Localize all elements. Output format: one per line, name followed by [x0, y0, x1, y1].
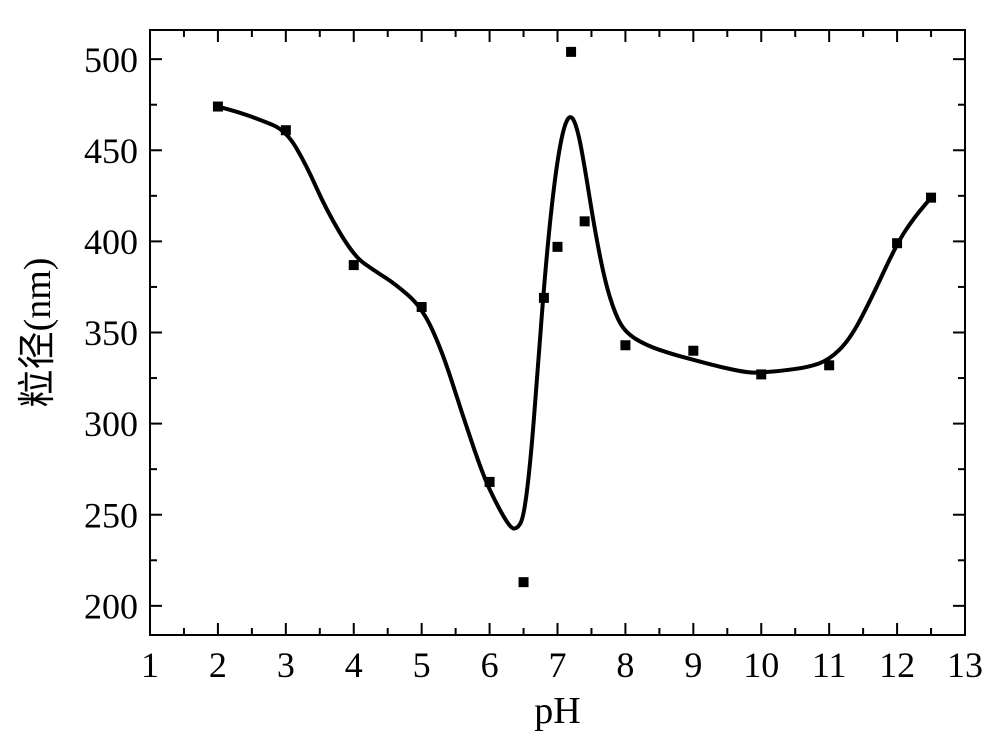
data-point	[566, 47, 576, 57]
data-point	[580, 216, 590, 226]
x-tick-label: 3	[277, 645, 295, 685]
x-tick-label: 13	[947, 645, 983, 685]
chart-container: 12345678910111213200250300350400450500pH…	[0, 0, 1000, 738]
y-tick-label: 450	[84, 131, 138, 171]
data-point	[824, 360, 834, 370]
y-tick-label: 400	[84, 222, 138, 262]
data-point	[539, 293, 549, 303]
x-tick-label: 11	[812, 645, 847, 685]
x-tick-label: 7	[549, 645, 567, 685]
data-point	[553, 242, 563, 252]
data-point	[281, 125, 291, 135]
data-point	[620, 340, 630, 350]
x-tick-label: 9	[684, 645, 702, 685]
data-point	[519, 577, 529, 587]
data-point	[349, 260, 359, 270]
y-tick-label: 300	[84, 404, 138, 444]
data-point	[688, 346, 698, 356]
y-tick-label: 250	[84, 495, 138, 535]
x-axis-label: pH	[534, 690, 580, 732]
y-tick-label: 350	[84, 313, 138, 353]
fitted-curve	[218, 107, 931, 529]
x-tick-label: 1	[141, 645, 159, 685]
y-tick-label: 500	[84, 40, 138, 80]
data-point	[756, 369, 766, 379]
data-point	[417, 302, 427, 312]
plot-border	[150, 30, 965, 635]
y-tick-label: 200	[84, 586, 138, 626]
x-tick-label: 8	[616, 645, 634, 685]
x-tick-label: 5	[413, 645, 431, 685]
x-tick-label: 4	[345, 645, 363, 685]
x-tick-label: 2	[209, 645, 227, 685]
data-point	[892, 238, 902, 248]
x-tick-label: 6	[481, 645, 499, 685]
data-point	[926, 193, 936, 203]
x-tick-label: 12	[879, 645, 915, 685]
data-point	[213, 102, 223, 112]
y-axis-label: 粒径(nm)	[17, 258, 59, 408]
data-point	[485, 477, 495, 487]
x-tick-label: 10	[743, 645, 779, 685]
chart-svg: 12345678910111213200250300350400450500pH…	[0, 0, 1000, 738]
